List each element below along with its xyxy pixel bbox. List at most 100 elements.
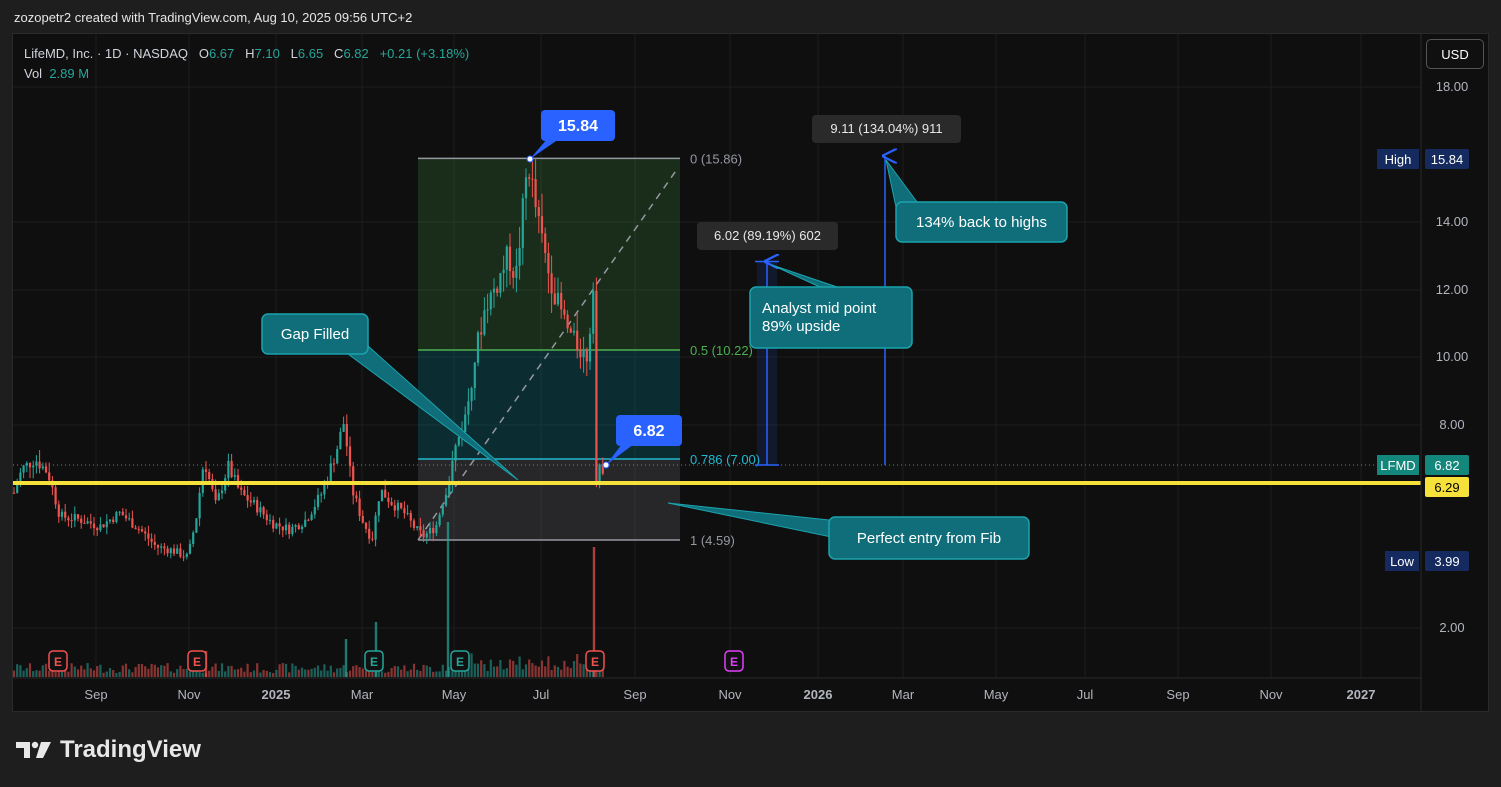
- candle-body-177: [579, 350, 582, 358]
- earnings-marker-text-0: E: [54, 655, 62, 669]
- volume-bar-39: [137, 663, 140, 677]
- low-value: 6.65: [297, 46, 324, 61]
- volume-bar-71: [240, 667, 243, 677]
- candle-body-119: [393, 505, 396, 511]
- candle-body-57: [195, 518, 198, 533]
- volume-bar-64: [217, 670, 220, 677]
- volume-bar-19: [73, 666, 76, 677]
- candle-body-123: [406, 512, 409, 514]
- candle-body-95: [316, 494, 320, 507]
- volume-bar-154: [505, 668, 508, 677]
- callout-box-0: [261, 313, 369, 355]
- volume-bar-46: [160, 665, 163, 677]
- volume-bar-173: [566, 666, 569, 677]
- candle-body-6: [32, 465, 35, 468]
- price-badge-value-2: 6.29: [1434, 480, 1459, 495]
- fib-level-label-0: 0 (15.86): [690, 151, 742, 166]
- volume-bar-16: [64, 668, 67, 677]
- candle-body-20: [76, 514, 80, 519]
- candle-body-19: [73, 514, 76, 521]
- volume-bar-18: [70, 663, 73, 677]
- volume-bar-35: [124, 663, 128, 677]
- volume-bar-149: [489, 659, 492, 677]
- volume-bar-106: [352, 666, 355, 677]
- y-tick-4: 8.00: [1439, 417, 1464, 432]
- candle-body-58: [198, 492, 201, 519]
- candle-body-21: [80, 518, 83, 523]
- volume-bar-133: [438, 671, 441, 677]
- callout-text-2: 134% back to highs: [916, 214, 1047, 231]
- candle-body-8: [38, 461, 41, 469]
- volume-bar-169: [553, 665, 556, 677]
- candle-body-90: [300, 526, 304, 530]
- price-badge-label-1: LFMD: [1380, 458, 1415, 473]
- volume-bar-111: [368, 670, 371, 677]
- price-label-box-1: [616, 415, 682, 446]
- y-tick-2: 12.00: [1436, 282, 1469, 297]
- candle-body-87: [291, 526, 294, 535]
- candle-body-30: [108, 519, 112, 522]
- volume-bar-13: [54, 672, 57, 677]
- volume-bar-31: [112, 670, 115, 677]
- volume-bar-58: [198, 671, 201, 677]
- candle-body-39: [137, 529, 140, 531]
- volume-bar-130: [428, 667, 432, 677]
- volume-bar-98: [326, 670, 329, 677]
- volume-bar-62: [211, 666, 214, 677]
- candle-body-31: [112, 519, 115, 523]
- x-tick-13: Nov: [1259, 687, 1283, 702]
- candle-body-179: [585, 349, 588, 362]
- candle-body-114: [377, 501, 380, 516]
- volume-bar-54: [185, 668, 188, 677]
- candle-body-176: [576, 330, 579, 351]
- x-tick-6: Sep: [623, 687, 646, 702]
- candle-body-104: [345, 424, 348, 447]
- candle-body-33: [118, 511, 121, 513]
- price-label-dot-1: [602, 461, 610, 469]
- volume-label: Vol: [24, 66, 43, 81]
- candle-body-43: [150, 538, 153, 542]
- earnings-marker-text-1: E: [193, 655, 201, 669]
- candle-body-96: [320, 494, 323, 496]
- candle-body-10: [44, 466, 48, 473]
- volume-bar-163: [534, 665, 537, 677]
- candle-body-63: [214, 489, 217, 501]
- candle-body-112: [371, 538, 374, 540]
- volume-bar-80: [268, 672, 272, 677]
- candle-body-126: [416, 526, 419, 528]
- candle-body-16: [64, 511, 67, 518]
- currency-button[interactable]: USD: [1426, 39, 1484, 69]
- volume-bar-94: [313, 667, 316, 677]
- candle-body-110: [364, 522, 368, 529]
- y-tick-5: 2.00: [1439, 620, 1464, 635]
- volume-bar-118: [390, 668, 393, 677]
- volume-spike-0: [446, 522, 450, 677]
- tradingview-logo[interactable]: TradingView: [14, 736, 201, 764]
- candle-body-46: [160, 546, 163, 548]
- price-label-pointer-1: [606, 444, 634, 465]
- tradingview-logo-text: TradingView: [60, 736, 201, 763]
- candle-body-151: [496, 288, 499, 293]
- volume-bar-56: [192, 667, 195, 677]
- volume-bar-125: [412, 663, 416, 677]
- volume-bar-101: [336, 668, 339, 677]
- chart-frame[interactable]: [12, 33, 1489, 712]
- price-label-text-1: 6.82: [633, 423, 664, 440]
- volume-bar-69: [233, 669, 236, 677]
- volume-bar-51: [176, 669, 179, 677]
- measure-label-box-1: [812, 115, 961, 143]
- candle-body-146: [480, 332, 483, 335]
- candle-body-15: [60, 511, 64, 517]
- volume-bar-53: [182, 669, 185, 677]
- earnings-marker-4: E: [585, 650, 605, 672]
- candle-body-106: [352, 466, 355, 496]
- candle-body-97: [323, 484, 326, 495]
- chart-credit: zozopetr2 created with TradingView.com, …: [14, 10, 413, 25]
- volume-bar-81: [272, 672, 275, 677]
- candle-body-166: [544, 233, 547, 254]
- volume-bar-100: [332, 672, 336, 677]
- candle-body-50: [172, 548, 176, 554]
- volume-bar-116: [384, 672, 387, 677]
- volume-bar-108: [358, 667, 361, 677]
